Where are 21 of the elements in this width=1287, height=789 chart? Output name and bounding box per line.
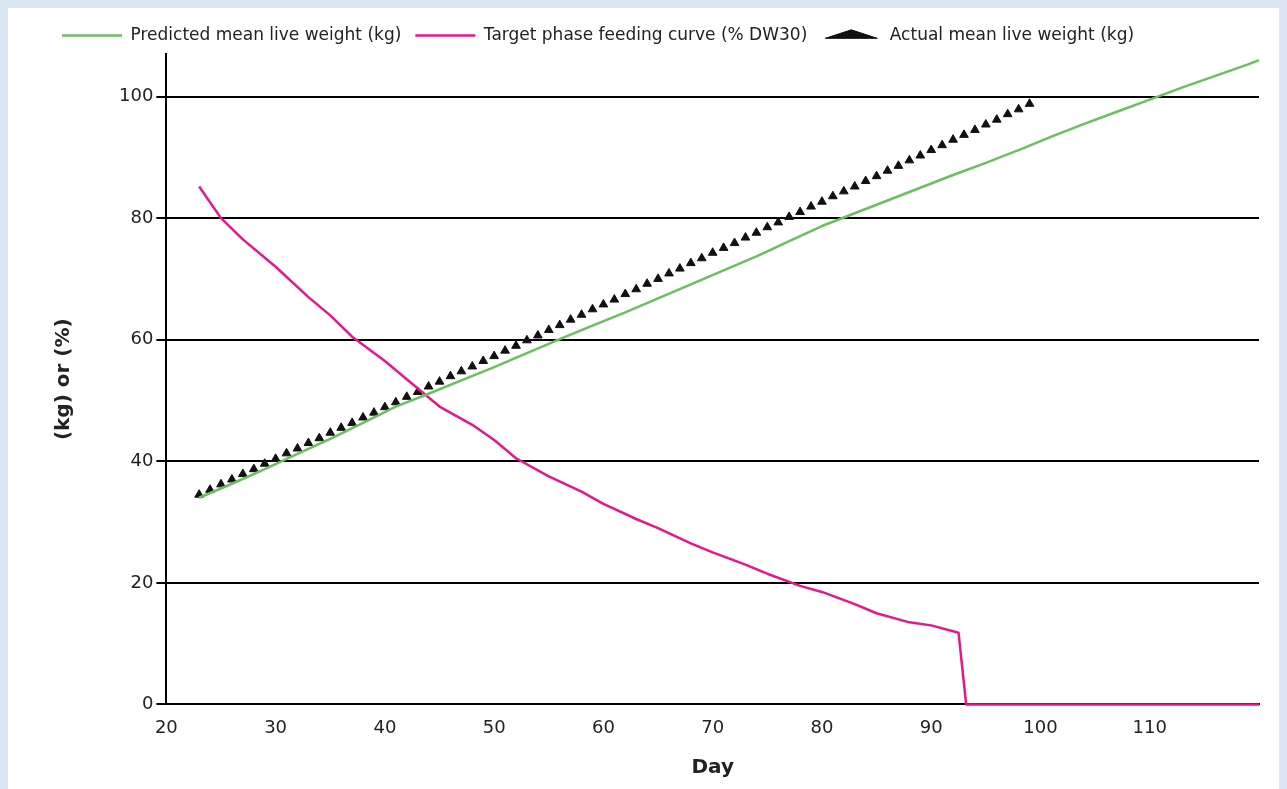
x-tick-label: 40 [373,715,397,737]
x-tick-label: 60 [591,715,615,737]
x-axis-title: Day [691,754,734,779]
x-tick-label: 80 [810,715,834,737]
legend-label: Target phase feeding curve (% DW30) [482,23,808,44]
y-axis-title: (kg) or (%) [50,318,75,441]
y-tick-label: 20 [130,570,154,592]
x-tick-label: 100 [1023,715,1058,737]
y-tick-label: 100 [119,84,154,106]
x-tick-label: 90 [919,715,943,737]
y-tick-label: 60 [130,327,154,349]
y-tick-label: 40 [130,448,154,470]
legend-label: Actual mean live weight (kg) [889,23,1135,44]
x-tick-label: 30 [264,715,288,737]
y-tick-label: 0 [141,692,154,714]
x-tick-label: 20 [154,715,178,737]
x-tick-label: 70 [701,715,725,737]
y-tick-label: 80 [130,205,154,227]
legend-label: Predicted mean live weight (kg) [130,23,402,44]
x-tick-label: 110 [1132,715,1167,737]
x-tick-label: 50 [482,715,506,737]
